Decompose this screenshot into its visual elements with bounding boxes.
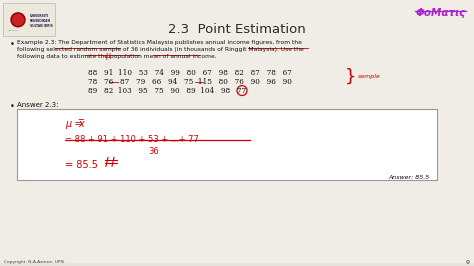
FancyBboxPatch shape [17,109,437,180]
Text: 2.3  Point Estimation: 2.3 Point Estimation [168,23,306,36]
Text: 9: 9 [466,260,470,265]
Text: following data to estimate the population mean of annual income.: following data to estimate the populatio… [17,55,217,59]
Text: ~~~~~: ~~~~~ [8,30,19,34]
Text: μ: μ [106,52,110,60]
Text: Answer: 85.5: Answer: 85.5 [389,175,430,180]
Text: x̅: x̅ [78,119,84,129]
Text: Example 2.3: The Department of Statistics Malaysia publishes annual income figur: Example 2.3: The Department of Statistic… [17,40,302,45]
Text: ΦοΜατις: ΦοΜατις [416,8,466,18]
Text: sample: sample [358,74,381,79]
Text: •: • [10,40,15,49]
Text: 88   91  110   53   74   99   80   67   98   82   87   78   67: 88 91 110 53 74 99 80 67 98 82 87 78 67 [88,69,292,77]
Text: Copyright: N.A.Azmee, UPSl: Copyright: N.A.Azmee, UPSl [4,260,64,264]
Text: UNIVERSITI
PENDIDIKAN
SULTAN IDRIS: UNIVERSITI PENDIDIKAN SULTAN IDRIS [30,14,53,28]
Text: 78   76   87   79   66   94   75  115   80   76   90   96   90: 78 76 87 79 66 94 75 115 80 76 90 96 90 [88,78,292,86]
Text: 89   82  103   95   75   90   89  104   98   77: 89 82 103 95 75 90 89 104 98 77 [88,87,246,95]
Text: following selected random sample of 36 individuals (in thousands of Ringgit Mala: following selected random sample of 36 i… [17,47,304,52]
Circle shape [11,13,25,27]
Text: = 88 + 91 + 110 + 53 + ...+ 77: = 88 + 91 + 110 + 53 + ...+ 77 [65,135,199,144]
FancyBboxPatch shape [3,3,55,36]
Text: •: • [10,102,15,111]
Text: }: } [345,68,356,86]
Text: μ =: μ = [65,119,82,129]
Text: Answer 2.3:: Answer 2.3: [17,102,58,108]
Text: = 85.5: = 85.5 [65,160,98,170]
Text: 36: 36 [148,147,159,156]
